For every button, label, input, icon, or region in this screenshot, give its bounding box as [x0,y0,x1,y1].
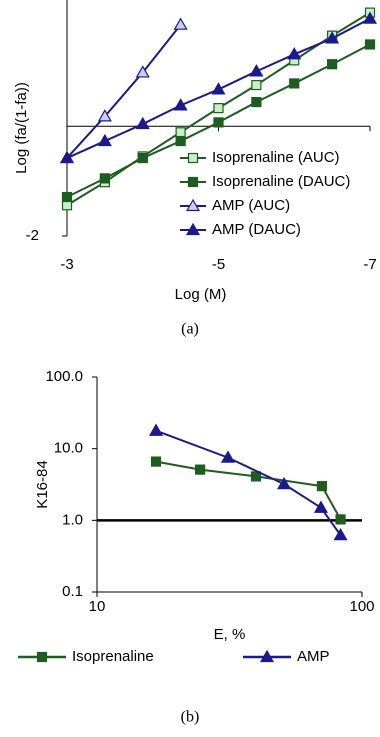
legend-label: Isoprenaline [72,648,154,665]
x-tick-label: -7 [363,256,376,273]
marker [173,17,188,30]
marker [97,133,112,147]
marker [362,11,378,24]
marker [277,476,292,490]
series-line [155,460,342,520]
marker [313,500,328,513]
marker [135,65,150,78]
marker [364,39,376,50]
series [148,423,348,541]
legend-marker [185,222,201,236]
legend-marker [187,152,199,164]
x-axis-label: Log (M) [175,286,227,303]
marker [137,152,148,164]
series [59,11,378,164]
marker [316,481,328,492]
marker [175,127,186,138]
marker [195,464,206,475]
marker [335,514,346,525]
x-tick-label: -5 [212,256,225,273]
series-line [66,24,182,159]
y-axis-label: K16-84 [34,460,51,508]
x-axis-label: E, % [214,626,246,643]
marker [333,528,348,541]
legend-label: Isoprenaline (DAUC) [212,173,350,190]
marker [211,82,226,95]
marker [150,456,162,467]
marker [175,135,186,147]
y-axis-label: Log (fa/(1-fa)) [13,82,30,174]
x-tick-label: -3 [60,256,73,273]
y-tick-label: 0.1 [62,583,83,600]
marker [148,423,164,436]
legend-marker [36,651,48,663]
marker [97,109,112,122]
marker [289,78,300,89]
series [61,39,376,203]
x-tick-label: 10 [89,598,106,615]
legend-marker [185,198,201,212]
legend-label: AMP [297,648,330,665]
y-tick-label: 10.0 [54,440,83,457]
marker [251,96,262,108]
marker [287,47,302,60]
marker [61,191,73,203]
caption: (a) [181,321,199,338]
marker [213,103,224,114]
marker [220,450,235,463]
legend-marker [259,649,275,663]
y-tick-label: 100.0 [45,368,83,385]
caption: (b) [181,709,200,726]
y-tick-label: -2 [26,227,39,244]
marker [325,31,340,44]
marker [251,79,262,91]
marker [99,173,110,184]
series [150,456,346,525]
marker [249,64,264,77]
marker [59,150,75,164]
legend-label: AMP (AUC) [212,197,290,214]
y-tick-label: 1.0 [62,511,83,528]
x-tick-label: 100 [349,598,374,615]
marker [135,116,150,130]
legend-marker [187,176,199,188]
marker [327,59,338,70]
marker [173,98,188,111]
legend-label: AMP (DAUC) [212,221,301,238]
marker [213,117,224,128]
legend-label: Isoprenaline (AUC) [212,149,340,166]
